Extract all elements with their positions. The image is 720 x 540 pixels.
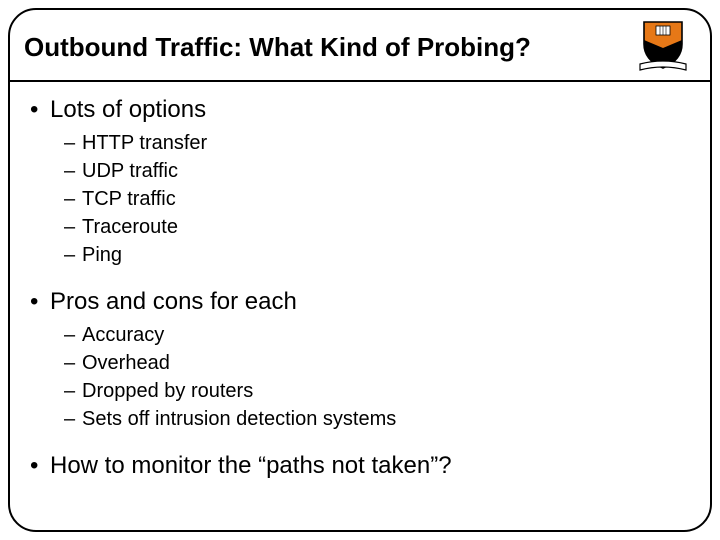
bullet-marker: – [64, 322, 82, 348]
bullet-marker: • [30, 96, 50, 124]
bullet-marker: – [64, 186, 82, 212]
slide-title: Outbound Traffic: What Kind of Probing? [24, 32, 531, 63]
bullet-level2: – Sets off intrusion detection systems [64, 406, 690, 432]
bullet-text: TCP traffic [82, 186, 176, 212]
bullet-text: Ping [82, 242, 122, 268]
bullet-level1: • Pros and cons for each [30, 288, 690, 316]
bullet-level2: – TCP traffic [64, 186, 690, 212]
bullet-text: How to monitor the “paths not taken”? [50, 452, 452, 480]
bullet-level2: – Accuracy [64, 322, 690, 348]
bullet-text: Accuracy [82, 322, 164, 348]
bullet-marker: – [64, 406, 82, 432]
bullet-level1: • Lots of options [30, 96, 690, 124]
bullet-text: HTTP transfer [82, 130, 207, 156]
bullet-level1: • How to monitor the “paths not taken”? [30, 452, 690, 480]
bullet-marker: – [64, 242, 82, 268]
bullet-marker: – [64, 130, 82, 156]
bullet-level2: – HTTP transfer [64, 130, 690, 156]
bullet-marker: • [30, 452, 50, 480]
bullet-text: Pros and cons for each [50, 288, 297, 316]
bullet-level2: – Dropped by routers [64, 378, 690, 404]
bullet-level2: – Ping [64, 242, 690, 268]
bullet-marker: • [30, 288, 50, 316]
princeton-shield-icon [632, 18, 694, 74]
bullet-text: Dropped by routers [82, 378, 253, 404]
bullet-text: Lots of options [50, 96, 206, 124]
bullet-text: Traceroute [82, 214, 178, 240]
bullet-level2: – Traceroute [64, 214, 690, 240]
bullet-text: Overhead [82, 350, 170, 376]
slide-content: • Lots of options – HTTP transfer – UDP … [30, 96, 690, 520]
bullet-level2: – UDP traffic [64, 158, 690, 184]
bullet-level2: – Overhead [64, 350, 690, 376]
title-bar: Outbound Traffic: What Kind of Probing? [18, 18, 612, 76]
bullet-text: Sets off intrusion detection systems [82, 406, 396, 432]
bullet-marker: – [64, 350, 82, 376]
bullet-marker: – [64, 378, 82, 404]
bullet-marker: – [64, 158, 82, 184]
bullet-marker: – [64, 214, 82, 240]
bullet-text: UDP traffic [82, 158, 178, 184]
title-divider [10, 80, 710, 82]
